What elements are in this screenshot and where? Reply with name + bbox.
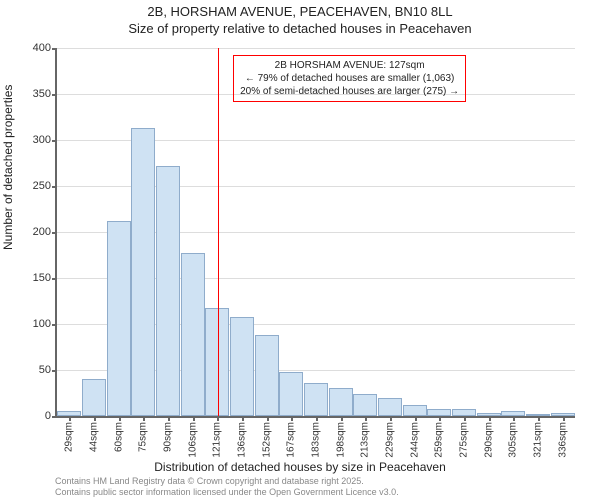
xtick-label: 213sqm [360,422,371,458]
annotation-box: 2B HORSHAM AVENUE: 127sqm ← 79% of detac… [233,55,466,102]
xtick-mark [168,416,170,421]
ytick-mark [52,94,57,96]
ytick-mark [52,278,57,280]
histogram-bar [230,317,254,416]
xtick-mark [267,416,269,421]
annotation-line3: 20% of semi-detached houses are larger (… [240,85,459,98]
credit-line2: Contains public sector information licen… [55,487,399,498]
ytick-mark [52,186,57,188]
xtick-label: 259sqm [434,422,445,458]
xtick-mark [464,416,466,421]
xtick-label: 244sqm [409,422,420,458]
xtick-mark [143,416,145,421]
ytick-mark [52,48,57,50]
xtick-label: 229sqm [385,422,396,458]
ytick-label: 400 [33,42,51,54]
xtick-label: 183sqm [311,422,322,458]
xtick-mark [291,416,293,421]
ytick-label: 0 [45,410,51,422]
xtick-label: 44sqm [89,422,100,452]
reference-line [218,48,219,416]
histogram-bar [329,388,353,416]
histogram-bar [131,128,155,416]
xtick-mark [563,416,565,421]
ytick-label: 100 [33,318,51,330]
histogram-bar [378,398,402,416]
histogram-bar [427,409,451,416]
annotation-line2: ← 79% of detached houses are smaller (1,… [240,72,459,85]
xtick-mark [217,416,219,421]
credits: Contains HM Land Registry data © Crown c… [55,476,399,498]
histogram-bar [279,372,303,416]
xtick-label: 321sqm [533,422,544,458]
ytick-mark [52,140,57,142]
xtick-mark [341,416,343,421]
chart-title: 2B, HORSHAM AVENUE, PEACEHAVEN, BN10 8LL… [0,4,600,38]
histogram-bar [181,253,205,416]
ytick-mark [52,416,57,418]
gridline [57,48,575,49]
y-axis-label: Number of detached properties [1,85,15,250]
xtick-label: 167sqm [286,422,297,458]
xtick-label: 29sqm [64,422,75,452]
ytick-label: 150 [33,272,51,284]
xtick-mark [242,416,244,421]
xtick-label: 121sqm [212,422,223,458]
x-axis-label: Distribution of detached houses by size … [0,460,600,474]
xtick-label: 305sqm [508,422,519,458]
xtick-label: 290sqm [483,422,494,458]
histogram-bar [304,383,328,416]
ytick-mark [52,324,57,326]
histogram-bar [107,221,131,416]
xtick-mark [69,416,71,421]
ytick-label: 250 [33,180,51,192]
histogram-bar [353,394,377,416]
xtick-mark [489,416,491,421]
xtick-label: 136sqm [237,422,248,458]
ytick-label: 200 [33,226,51,238]
histogram-bar [403,405,427,416]
xtick-mark [390,416,392,421]
xtick-mark [513,416,515,421]
title-line2: Size of property relative to detached ho… [0,21,600,38]
xtick-mark [538,416,540,421]
ytick-label: 50 [39,364,51,376]
xtick-label: 90sqm [163,422,174,452]
xtick-label: 336sqm [557,422,568,458]
xtick-mark [439,416,441,421]
ytick-label: 300 [33,134,51,146]
xtick-label: 75sqm [138,422,149,452]
ytick-mark [52,232,57,234]
histogram-bar [452,409,476,416]
xtick-mark [193,416,195,421]
plot-area: 05010015020025030035040029sqm44sqm60sqm7… [55,48,575,418]
xtick-mark [119,416,121,421]
histogram-bar [82,379,106,416]
title-line1: 2B, HORSHAM AVENUE, PEACEHAVEN, BN10 8LL [0,4,600,21]
histogram-bar [255,335,279,416]
xtick-label: 275sqm [459,422,470,458]
xtick-mark [316,416,318,421]
histogram-bar [156,166,180,416]
credit-line1: Contains HM Land Registry data © Crown c… [55,476,399,487]
chart-container: 2B, HORSHAM AVENUE, PEACEHAVEN, BN10 8LL… [0,0,600,500]
xtick-mark [94,416,96,421]
ytick-mark [52,370,57,372]
annotation-line1: 2B HORSHAM AVENUE: 127sqm [240,59,459,72]
xtick-label: 60sqm [113,422,124,452]
xtick-label: 198sqm [335,422,346,458]
ytick-label: 350 [33,88,51,100]
xtick-mark [365,416,367,421]
xtick-label: 152sqm [261,422,272,458]
xtick-mark [415,416,417,421]
xtick-label: 106sqm [187,422,198,458]
